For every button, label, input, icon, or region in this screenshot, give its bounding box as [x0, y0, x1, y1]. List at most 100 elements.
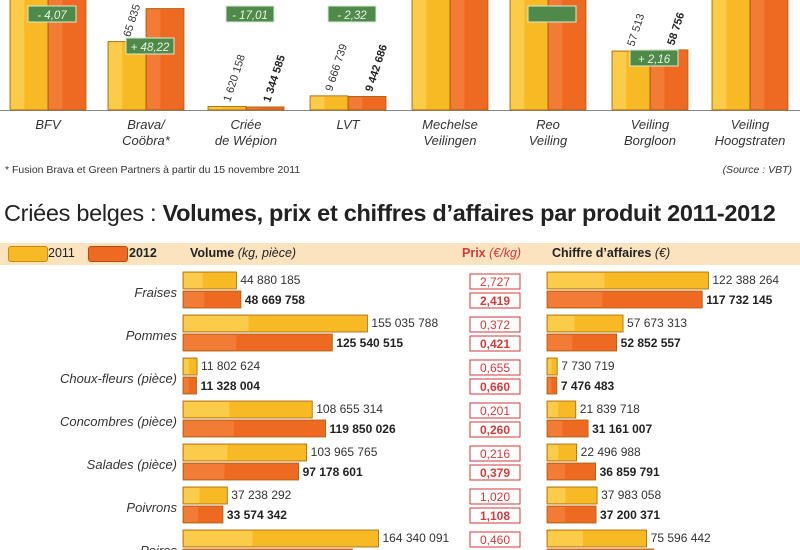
value-2012-2: 1 344 585 — [261, 54, 288, 104]
category-label-6-0: Veiling — [631, 117, 670, 132]
legend-label-2012: 2012 — [129, 246, 157, 260]
source-note: (Source : VBT) — [722, 164, 792, 176]
price-box-2012-0 — [469, 292, 521, 309]
category-label-3-0: LVT — [336, 117, 360, 132]
ca-label-2011-1: 57 673 313 — [627, 316, 687, 330]
price-box-2012-2 — [469, 378, 521, 395]
volume-label-2012-4: 97 178 601 — [303, 465, 363, 479]
price-box-2011-6 — [469, 531, 521, 548]
category-label-5-0: Reo — [536, 117, 560, 132]
price-box-2012-4 — [469, 464, 521, 481]
price-2012-1: 0,421 — [480, 337, 510, 351]
ca-label-2012-3: 31 161 007 — [592, 422, 652, 436]
change-value-1: + 48,22 — [131, 42, 170, 54]
product-label-3: Concombres (pièce) — [60, 414, 177, 429]
volume-bar-2012-4 — [182, 462, 299, 481]
change-badge-6: + 2,16 — [629, 49, 679, 67]
ca-label-2011-3: 21 839 718 — [580, 402, 640, 416]
title-bold: Volumes, prix et chiffres d’affaires par… — [162, 200, 776, 226]
volume-bar-2012-2 — [182, 376, 197, 395]
price-2012-0: 2,419 — [480, 294, 510, 308]
category-label-0-0: BFV — [35, 117, 62, 132]
category-label-1-1: Coöbra* — [122, 133, 171, 148]
price-box-2012-5 — [469, 507, 521, 524]
volume-bar-2011-0 — [182, 271, 237, 290]
product-label-6: Poires — [140, 543, 177, 550]
ca-bar-2012-3 — [546, 419, 589, 438]
category-label-2-1: de Wépion — [215, 133, 277, 148]
volume-header: Volume (kg, pièce) — [190, 246, 296, 260]
bar-2012-7 — [749, 0, 789, 111]
price-2011-6: 0,460 — [480, 533, 510, 547]
value-2011-1: 65 835 — [121, 3, 143, 39]
prix-header-label: Prix — [462, 246, 486, 260]
price-2011-5: 1,020 — [480, 490, 510, 504]
volume-label-2012-2: 11 328 004 — [200, 379, 260, 393]
ca-label-2012-5: 37 200 371 — [600, 508, 660, 522]
price-2011-2: 0,655 — [480, 361, 510, 375]
footnote: * Fusion Brava et Green Partners à parti… — [5, 164, 301, 176]
legend-label-2011: 2011 — [48, 246, 75, 260]
category-label-2-0: Criée — [230, 117, 261, 132]
change-badge-1: + 48,22 — [125, 37, 175, 55]
ca-bar-2011-4 — [546, 443, 578, 462]
value-2011-3: 9 666 739 — [323, 43, 350, 93]
volume-label-2011-2: 11 802 624 — [201, 359, 260, 373]
change-value-3: - 2,32 — [337, 10, 367, 22]
ca-header-unit: (€) — [654, 246, 671, 260]
volume-label-2011-1: 155 035 788 — [371, 316, 438, 330]
value-2012-3: 9 442 686 — [363, 43, 390, 93]
ca-bar-2011-6 — [546, 529, 648, 548]
price-box-2011-1 — [469, 316, 521, 333]
volume-bar-2012-0 — [182, 290, 242, 309]
category-label-1-0: Brava/ — [127, 117, 166, 132]
volume-bar-2011-2 — [182, 357, 198, 376]
category-label-6-1: Borgloon — [624, 133, 676, 148]
prix-header-unit: (€/kg) — [489, 246, 522, 260]
ca-label-2012-1: 52 852 557 — [621, 336, 681, 350]
price-box-2012-1 — [469, 335, 521, 352]
price-2011-1: 0,372 — [480, 318, 510, 332]
volume-label-2012-3: 119 850 026 — [330, 422, 396, 436]
bar-2012-4 — [449, 0, 489, 111]
value-2011-2: 1 620 158 — [221, 53, 248, 103]
bar-2012-1 — [145, 8, 185, 111]
volume-label-2012-5: 33 574 342 — [227, 508, 287, 522]
volume-label-2012-1: 125 540 515 — [336, 336, 403, 350]
auction-bar-chart: - 4,07 BFV 65 835 + 48,22 Brava/Coöbra* 1 620… — [0, 0, 800, 148]
volume-bar-2011-1 — [182, 314, 368, 333]
ca-header: Chiffre d’affaires (€) — [552, 246, 670, 260]
volume-label-2011-6: 164 340 091 — [382, 531, 449, 545]
price-box-2011-4 — [469, 445, 521, 462]
ca-bar-2012-2 — [546, 376, 558, 395]
change-badge-2: - 17,01 — [225, 5, 275, 23]
price-box-2011-2 — [469, 359, 521, 376]
product-label-2: Choux-fleurs (pièce) — [60, 371, 177, 386]
ca-bar-2011-2 — [546, 357, 558, 376]
price-2012-4: 0,379 — [480, 466, 510, 480]
ca-bar-2011-3 — [546, 400, 577, 419]
ca-bar-2012-5 — [546, 505, 597, 524]
ca-bar-2011-5 — [546, 486, 598, 505]
volume-label-2011-3: 108 655 314 — [316, 402, 383, 416]
bar-2012-3 — [347, 96, 387, 111]
legend-swatch-2012 — [88, 246, 128, 262]
ca-bar-2012-0 — [546, 290, 703, 309]
volume-bar-2011-5 — [182, 486, 228, 505]
bar-2011-3 — [309, 95, 349, 111]
value-2011-6: 57 513 — [625, 12, 647, 48]
ca-bar-2012-1 — [546, 333, 618, 352]
volume-bar-2012-5 — [182, 505, 224, 524]
volume-bar-2012-3 — [182, 419, 326, 438]
price-box-2011-3 — [469, 402, 521, 419]
price-2011-4: 0,216 — [480, 447, 510, 461]
header-band — [0, 243, 800, 265]
product-label-4: Salades (pièce) — [87, 457, 177, 472]
prix-header: Prix (€/kg) — [462, 246, 521, 260]
ca-bar-2011-1 — [546, 314, 624, 333]
category-label-5-1: Veiling — [529, 133, 568, 148]
volume-label-2011-0: 44 880 185 — [240, 273, 300, 287]
ca-label-2011-4: 22 496 988 — [581, 445, 641, 459]
volume-header-label: Volume — [190, 246, 235, 260]
volume-bar-2011-3 — [182, 400, 313, 419]
